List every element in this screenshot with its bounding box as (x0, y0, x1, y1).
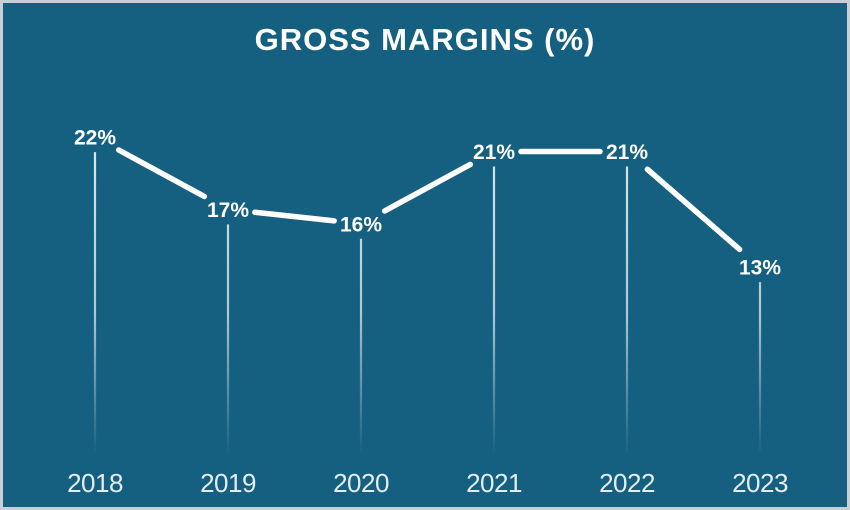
axis-label: 2021 (466, 468, 522, 498)
axis-label: 2023 (732, 468, 788, 498)
axis-label: 2020 (333, 468, 389, 498)
axis-label: 2018 (67, 468, 123, 498)
axis-label: 2019 (200, 468, 256, 498)
line-segment (252, 209, 337, 224)
data-label: 21% (606, 141, 648, 164)
line-segment (115, 147, 208, 200)
line-segment (381, 161, 474, 214)
line-chart-canvas: 22% 17% 16% 21% 21% 13% 2018 2019 2020 2021 2022 20… (67, 127, 788, 498)
chart-title: GROSS MARGINS (%) (254, 22, 596, 57)
data-label: 17% (207, 199, 249, 222)
data-label: 21% (473, 141, 515, 164)
axis-label: 2022 (599, 468, 655, 498)
data-label: 13% (739, 257, 781, 280)
line-segment (644, 166, 743, 253)
data-label: 22% (74, 127, 116, 150)
data-label: 16% (340, 213, 382, 236)
